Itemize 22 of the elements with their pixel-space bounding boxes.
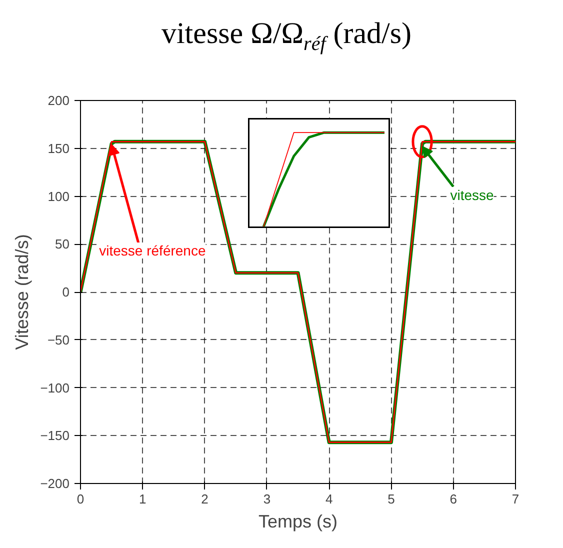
x-tick-label: 2 [201, 492, 208, 506]
chart-title: vitesse Ω/Ω$_{réf}$ (rad/s) [161, 16, 412, 57]
y-tick-label: 0 [62, 284, 70, 300]
series-label: vitesse référence [99, 242, 206, 258]
text: vitesse [450, 186, 494, 203]
y-tick-label: 150 [48, 140, 70, 156]
x-axis-title: Temps (s) [258, 512, 338, 532]
x-tick-label: 1 [139, 492, 146, 506]
y-axis-title: Vitesse (rad/s) [12, 234, 32, 350]
x-tick-label: 0 [76, 492, 84, 506]
x-tick-label: 6 [450, 492, 457, 506]
y-tick-label: 200 [48, 93, 70, 108]
x-tick-label: 4 [325, 492, 333, 506]
x-tick-label: 5 [388, 492, 395, 506]
y-tick-label: 100 [48, 188, 70, 204]
y-tick-label: −50 [47, 332, 70, 348]
y-tick-label: −100 [40, 380, 70, 396]
y-tick-label: 50 [55, 236, 70, 252]
x-tick-label: 3 [263, 492, 271, 506]
x-tick-label: 7 [512, 492, 520, 506]
y-tick-label: −200 [40, 476, 70, 491]
y-tick-label: −150 [40, 428, 70, 444]
